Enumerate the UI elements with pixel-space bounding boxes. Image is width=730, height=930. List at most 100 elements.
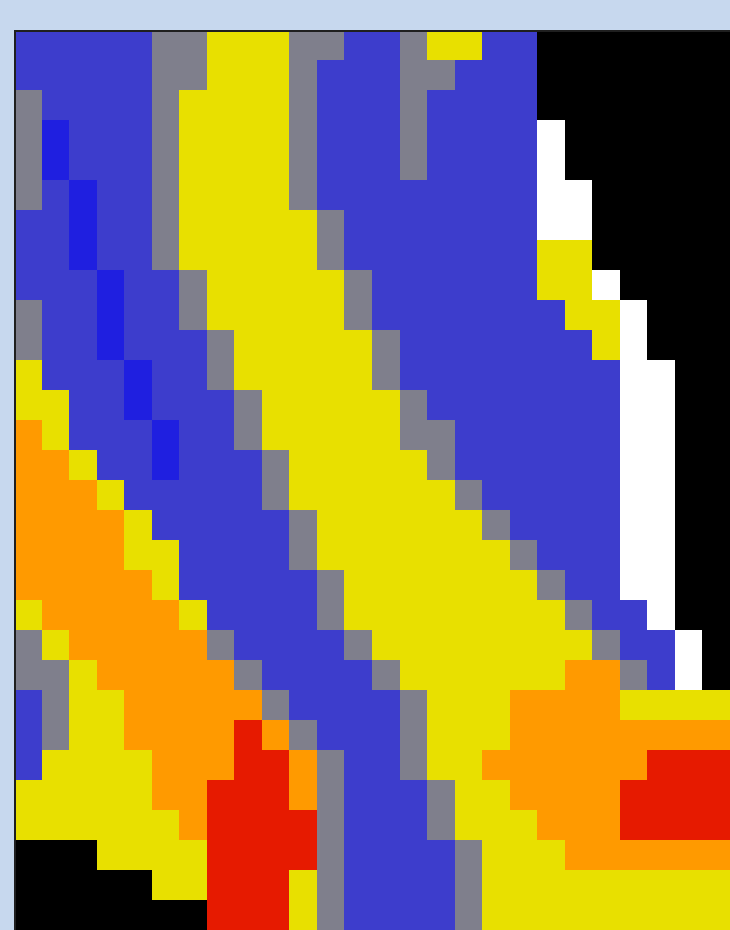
heatmap-cell [427,690,457,721]
heatmap-cell [179,660,209,691]
heatmap-cell [674,180,704,211]
heatmap-cell [316,150,346,181]
heatmap-cell [96,300,126,331]
heatmap-cell [427,90,457,121]
heatmap-cell [179,450,209,481]
heatmap-cell [674,810,704,841]
heatmap-cell [151,390,181,421]
heatmap-cell [674,240,704,271]
heatmap-cell [124,870,154,901]
heatmap-cell [427,360,457,391]
heatmap-cell [537,540,567,571]
heatmap-cell [454,510,484,541]
heatmap-cell [206,390,236,421]
heatmap-cell [96,210,126,241]
heatmap-cell [372,810,401,841]
heatmap-cell [151,900,181,930]
heatmap-cell [14,300,43,331]
heatmap-cell [344,900,374,930]
heatmap-cell [261,450,291,481]
heatmap-cell [179,330,209,361]
heatmap-cell [41,600,71,631]
heatmap-cell [316,270,346,301]
heatmap-cell [619,570,649,601]
heatmap-cell [427,30,457,61]
heatmap-cell [399,540,429,571]
heatmap-cell [454,870,484,901]
heatmap-cell [372,150,401,181]
heatmap-cell [619,450,649,481]
heatmap-cell [647,570,677,601]
heatmap-cell [399,210,429,241]
heatmap-cell [151,780,181,811]
heatmap-cell [179,240,209,271]
heatmap-cell [41,120,71,151]
heatmap-cell [96,270,126,301]
heatmap-cell [14,390,43,421]
heatmap-cell [564,690,594,721]
heatmap-cell [261,900,291,930]
heatmap-cell [124,390,154,421]
heatmap-cell [427,570,457,601]
heatmap-cell [96,480,126,511]
heatmap-cell [399,60,429,91]
heatmap-cell [41,90,71,121]
heatmap-cell [372,870,401,901]
heatmap-cell [454,180,484,211]
heatmap-cell [399,900,429,930]
heatmap-cell [151,480,181,511]
heatmap-cell [179,510,209,541]
heatmap-cell [537,570,567,601]
heatmap-cell [124,120,154,151]
heatmap-cell [372,780,401,811]
heatmap-cell [124,480,154,511]
heatmap-cell [206,660,236,691]
heatmap-cell [399,690,429,721]
heatmap-cell [96,30,126,61]
heatmap-cell [344,660,374,691]
heatmap-cell [316,660,346,691]
heatmap-cell [179,900,209,930]
heatmap-cell [261,870,291,901]
heatmap-cell [151,60,181,91]
heatmap-cell [564,570,594,601]
heatmap-cell [674,300,704,331]
heatmap-cell [344,60,374,91]
heatmap-cell [234,450,264,481]
heatmap-cell [234,150,264,181]
heatmap-cell [454,90,484,121]
heatmap-cell [179,570,209,601]
heatmap-cell [261,750,291,781]
heatmap-cell [41,630,71,661]
heatmap-cell [206,870,236,901]
heatmap-cell [261,600,291,631]
heatmap-cell [702,180,730,211]
heatmap-cell [261,270,291,301]
heatmap-cell [234,750,264,781]
heatmap-cell [619,840,649,871]
heatmap-cell [399,480,429,511]
heatmap-cell [564,150,594,181]
heatmap-cell [41,360,71,391]
heatmap-cell [564,60,594,91]
heatmap-cell [702,360,730,391]
heatmap-cell [674,270,704,301]
heatmap-cell [454,600,484,631]
heatmap-cell [41,900,71,930]
heatmap-cell [509,120,539,151]
heatmap-cell [509,510,539,541]
heatmap-cell [509,390,539,421]
heatmap-cell [592,600,622,631]
heatmap-cell [592,810,622,841]
heatmap-cell [427,780,457,811]
heatmap-cell [344,630,374,661]
heatmap-cell [289,330,319,361]
heatmap-cell [41,180,71,211]
heatmap-cell [69,270,99,301]
heatmap-cell [289,300,319,331]
heatmap-cell [482,780,512,811]
heatmap-cell [316,390,346,421]
heatmap-cell [509,240,539,271]
heatmap-cell [427,180,457,211]
heatmap-cell [454,570,484,601]
